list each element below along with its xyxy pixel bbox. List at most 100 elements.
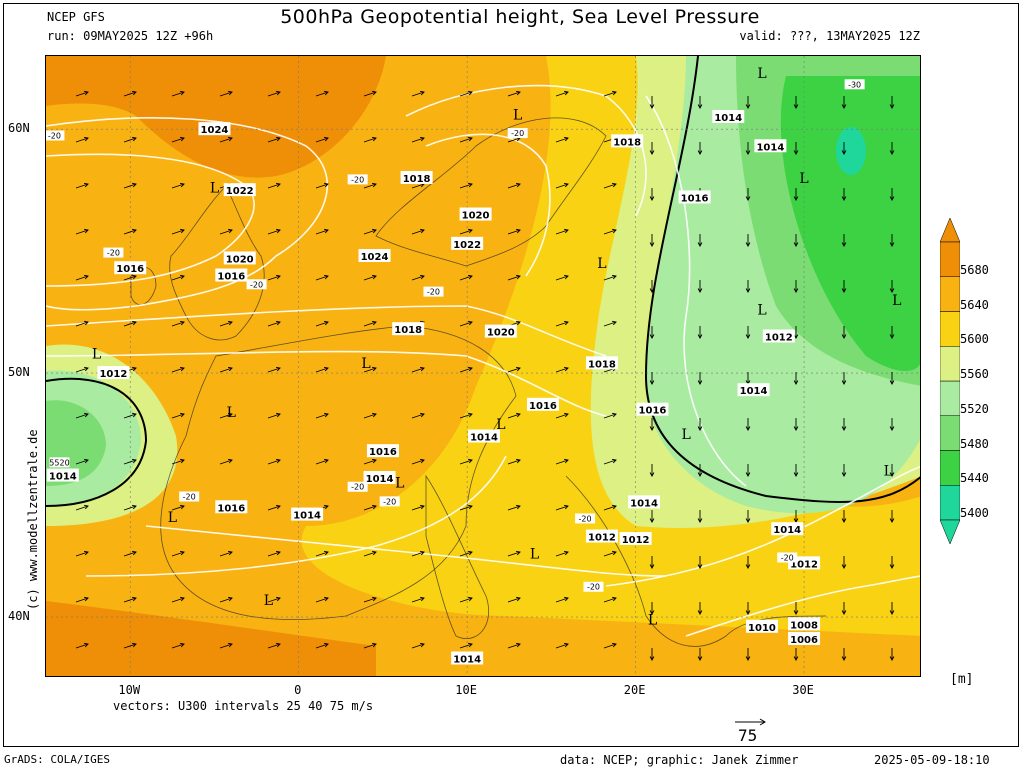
wind-vector-shaft [507,183,521,189]
wind-vector-arrow [315,596,329,603]
pressure-label-text: 1014 [293,511,321,522]
wind-vector-head [419,596,425,602]
wind-vector-arrow [793,510,799,523]
wind-vector-arrow [75,412,89,419]
wind-vector-head [563,90,569,96]
pressure-label: 1014 [712,109,745,124]
wind-vector-head [889,610,895,615]
wind-vector-head [889,196,895,201]
wind-vector-head [371,642,377,648]
wind-vector-arrow [219,642,233,649]
wind-vector-arrow [459,274,473,281]
wind-vector-shaft [603,643,617,649]
wind-vector-shaft [315,91,329,97]
wind-vector-arrow [555,136,569,143]
wind-vector-shaft [267,643,281,649]
wind-vector-head [371,504,377,510]
wind-vector-shaft [123,275,137,281]
wind-vector-head [649,242,655,247]
pressure-label-text: 1012 [765,333,793,344]
contour-value-text: -20 [579,514,592,523]
wind-vector-arrow [507,90,521,97]
wind-vector-head [131,182,137,188]
pressure-label-text: 1016 [217,503,245,514]
wind-vector-arrow [459,642,473,649]
wind-vector-arrow [267,642,281,649]
wind-vector-head [515,182,521,188]
model-label: NCEP GFS [47,10,105,24]
wind-vector-head [611,458,617,464]
field-5400 [836,127,866,175]
wind-vector-head [419,90,425,96]
pressure-label: 1018 [585,356,618,370]
wind-vector-arrow [697,326,703,339]
wind-vector-arrow [555,596,569,603]
wind-vector-head [131,642,137,648]
wind-vector-head [649,334,655,339]
low-pressure-marker: L [884,464,893,480]
pressure-label-box [114,261,147,275]
wind-vector-shaft [507,275,521,281]
pressure-label-box [636,402,669,416]
wind-vector-head [563,274,569,280]
wind-vector-arrow [507,596,521,603]
wind-vector-head [419,412,425,418]
wind-vector-arrow [219,366,233,373]
field-5680-south [46,601,376,676]
isobar-10 [645,95,747,487]
wind-vector-arrow [459,136,473,143]
run-label: run: 09MAY2025 12Z +96h [47,29,214,43]
wind-vector-arrow [745,96,751,109]
contour-value-box [46,130,65,141]
wind-vector-arrow [171,596,185,603]
wind-vector-arrow [841,188,847,201]
contour-value-label: -20 [179,491,200,502]
wind-vector-arrow [267,274,281,281]
isobar-3 [46,350,607,417]
pressure-label: 1016 [636,402,669,417]
wind-vector-head [745,426,751,431]
wind-vector-arrow [171,642,185,649]
wind-vector-shaft [75,183,89,189]
wind-vector-shaft [507,229,521,235]
wind-vector-head [611,320,617,326]
wind-vector-arrow [649,326,655,339]
wind-vector-head [841,242,847,247]
map-area: 1024 1022 1020 1016 1016 1018 1020 1022 1024 1018… [45,55,921,677]
wind-vector-arrow [363,596,377,603]
wind-vector-head [515,550,521,556]
wind-vector-head [131,412,137,418]
wind-vector-arrow [649,602,655,615]
wind-vector-shaft [267,459,281,465]
pressure-label: 1014 [363,470,396,485]
wind-vector-shaft [555,459,569,465]
wind-vector-arrow [123,274,137,281]
wind-vector-shaft [75,597,89,603]
wind-vector-shaft [411,551,425,557]
isobar-6 [145,525,667,577]
wind-vector-arrow [267,412,281,419]
wind-vector-arrow [841,648,847,661]
wind-vector-arrow [745,280,751,293]
wind-vector-arrow [315,458,329,465]
pressure-label-box [611,134,644,148]
pressure-label: 1014 [754,139,787,153]
wind-vector-arrow [507,182,521,189]
wind-vector-head [275,550,281,556]
wind-vector-arrow [841,142,847,155]
pressure-label: 1016 [114,261,147,275]
wind-vector-arrow [363,550,377,557]
contour-value-label: -20 [575,513,596,524]
x-tick-label: 0 [294,683,302,697]
wind-vector-shaft [123,459,137,465]
pressure-label: 1014 [737,383,770,397]
wind-vector-head [649,104,655,109]
wind-vector-head [793,472,799,477]
wind-vector-head [275,642,281,648]
wind-vector-arrow [889,234,895,247]
y-tick-label: 60N [8,121,30,136]
wind-vector-arrow [459,182,473,189]
wind-vector-arrow [267,228,281,235]
wind-vector-head [841,564,847,569]
pressure-label-text: 1014 [630,498,658,509]
